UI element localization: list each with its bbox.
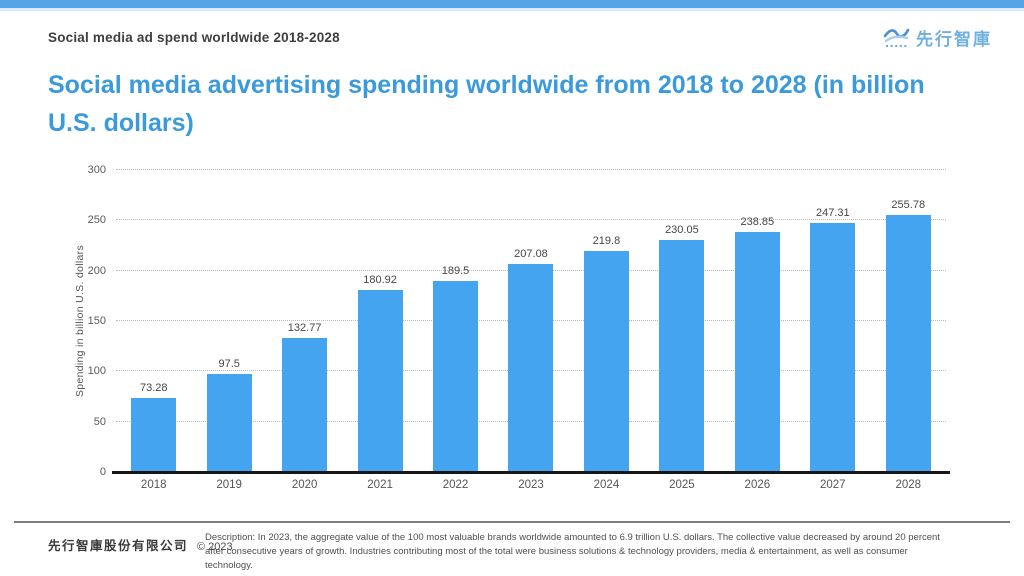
chart-plot-area: 73.28 97.5 132.77 180.92 189.5 207.08 219.8 230… [88,164,950,478]
bar-column-2025: 230.05 [659,170,705,472]
x-tick-2024: 2024 [593,479,620,491]
y-axis-tick-100: 100 [87,365,106,378]
gridline-300 [116,169,946,170]
bar-2026 [734,231,780,472]
x-tick-2023: 2023 [518,479,544,491]
bar-2022 [433,281,479,472]
bar-column-2019: 97.5 [206,170,252,472]
y-axis-tick-200: 200 [87,264,106,277]
page-title: Social media advertising spending worldw… [48,71,925,137]
bar-value-2028: 255.78 [891,198,926,211]
x-tick-2027: 2027 [820,479,846,491]
brand-logo: 先行智庫 [883,25,992,50]
bar-2021 [357,289,403,472]
y-axis-tick-50: 50 [93,415,106,428]
bar-2028 [885,214,931,472]
bar-2027 [810,223,856,472]
bar-column-2028: 255.78 [885,170,931,472]
x-axis-line [112,471,950,474]
gridline-250 [116,219,946,221]
y-axis-tick-250: 250 [87,214,106,227]
y-axis-tick-300: 300 [87,164,106,176]
bar-value-2022: 189.5 [441,265,470,278]
brand-logo-icon [883,28,910,47]
footer-copyright: © 2023 [197,541,233,553]
footer-divider [14,521,1010,523]
x-tick-2018: 2018 [140,479,167,491]
bar-2025 [659,240,705,472]
bar-value-2019: 97.5 [218,357,240,370]
bar-2018 [131,398,177,472]
bar-value-2018: 73.28 [139,382,168,395]
bar-value-2021: 180.92 [363,273,397,286]
bar-column-2026: 238.85 [734,170,780,472]
x-tick-2022: 2022 [442,479,469,491]
report-subtitle: Social media ad spend worldwide 2018-202… [48,30,340,45]
x-tick-2019: 2019 [216,479,242,491]
x-tick-2028: 2028 [895,479,922,491]
x-tick-2025: 2025 [669,479,695,491]
x-tick-2021: 2021 [367,479,393,491]
bar-value-2024: 219.8 [592,234,621,247]
bar-column-2021: 180.92 [357,170,403,472]
bar-2020 [282,338,328,472]
footer-company-name: 先行智庫股份有限公司 [48,538,189,553]
bar-column-2022: 189.5 [433,170,479,472]
bar-2019 [206,373,252,472]
bar-column-2024: 219.8 [583,170,629,472]
brand-logo-text: 先行智庫 [916,30,992,50]
y-axis-tick-150: 150 [87,315,106,327]
x-axis-labels: 2018 2019 2020 2021 2022 2023 2024 2025 2026 2027… [116,479,946,491]
bar-value-2027: 247.31 [815,207,850,220]
x-tick-2020: 2020 [291,479,318,491]
top-accent-bar [0,0,1024,8]
bar-column-2020: 132.77 [282,170,328,472]
bar-column-2023: 207.08 [508,170,554,472]
bar-column-2027: 247.31 [810,170,856,472]
bar-value-2020: 132.77 [287,322,322,335]
footer-description: Description: In 2023, the aggregate valu… [205,532,940,571]
bar-column-2018: 73.28 [131,170,177,472]
bar-value-2026: 238.85 [740,215,775,228]
bar-2024 [583,250,629,472]
footer-left: 先行智庫股份有限公司 © 2023 [48,535,233,554]
top-accent-bar-light [0,8,1024,11]
bar-2023 [508,263,554,472]
bars-container: 73.28 97.5 132.77 180.92 189.5 207.08 219.8 230… [116,170,946,472]
bar-value-2025: 230.05 [665,224,699,237]
y-axis-tick-0: 0 [99,466,106,478]
bar-value-2023: 207.08 [514,247,548,260]
x-tick-2026: 2026 [744,479,771,491]
